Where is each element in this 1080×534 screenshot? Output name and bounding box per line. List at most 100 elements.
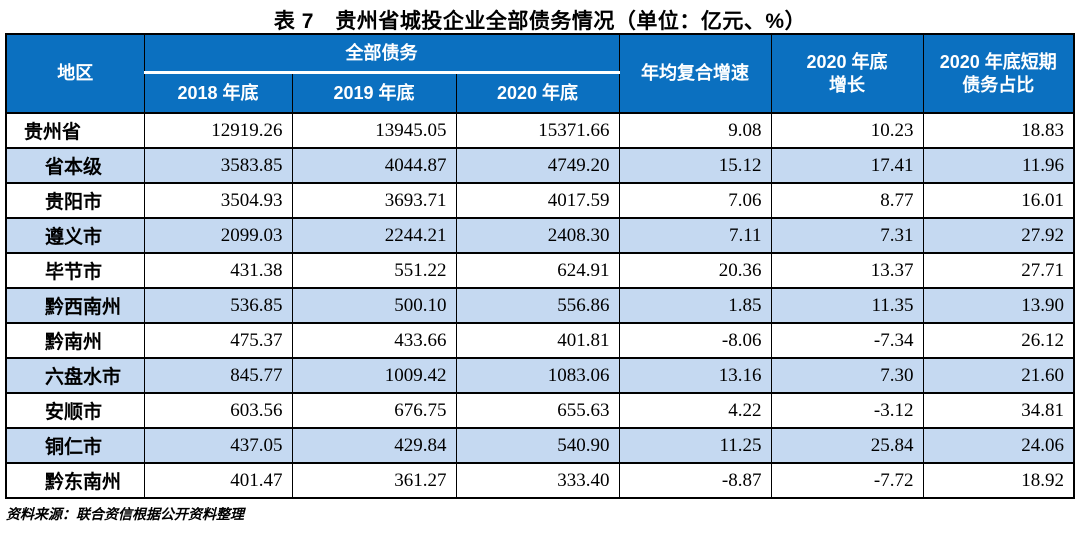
source-note: 资料来源：联合资信根据公开资料整理: [6, 508, 244, 523]
debt-2018-cell: 3583.85: [143, 147, 293, 184]
debt-2019-cell: 551.22: [291, 252, 457, 289]
debt-2018-cell: 603.56: [143, 392, 293, 429]
short-term-ratio-cell: 21.60: [922, 357, 1075, 394]
debt-2020-cell: 333.40: [455, 462, 620, 499]
short-term-ratio-cell: 11.96: [922, 147, 1075, 184]
region-cell: 黔东南州: [5, 462, 145, 499]
growth-2020-cell: 8.77: [770, 182, 924, 219]
debt-2020-cell: 15371.66: [455, 112, 620, 149]
debt-table: 地区 全部债务 年均复合增速 2020 年底 增长 2020 年底短期 债务占比…: [5, 33, 1075, 499]
cagr-cell: 7.06: [618, 182, 772, 219]
region-cell: 黔南州: [5, 322, 145, 359]
header-2019: 2019 年底: [291, 71, 457, 114]
region-cell: 黔西南州: [5, 287, 145, 324]
cagr-cell: 11.25: [618, 427, 772, 464]
table-row-bijie: 毕节市 431.38 551.22 624.91 20.36 13.37 27.…: [5, 252, 1075, 289]
debt-2018-cell: 12919.26: [143, 112, 293, 149]
region-cell: 省本级: [5, 147, 145, 184]
region-cell: 安顺市: [5, 392, 145, 429]
debt-2019-cell: 1009.42: [291, 357, 457, 394]
growth-2020-cell: -7.34: [770, 322, 924, 359]
header-total-debt-group: 全部债务: [143, 33, 620, 74]
cagr-cell: 20.36: [618, 252, 772, 289]
table-row-anshun: 安顺市 603.56 676.75 655.63 4.22 -3.12 34.8…: [5, 392, 1075, 429]
header-2018: 2018 年底: [143, 71, 293, 114]
debt-2019-cell: 4044.87: [291, 147, 457, 184]
debt-2018-cell: 536.85: [143, 287, 293, 324]
header-2020: 2020 年底: [455, 71, 620, 114]
cagr-cell: 1.85: [618, 287, 772, 324]
growth-2020-cell: 25.84: [770, 427, 924, 464]
short-term-ratio-cell: 24.06: [922, 427, 1075, 464]
short-term-ratio-cell: 34.81: [922, 392, 1075, 429]
table-title: 表 7 贵州省城投企业全部债务情况（单位：亿元、%）: [273, 10, 807, 33]
debt-2019-cell: 676.75: [291, 392, 457, 429]
cagr-cell: -8.87: [618, 462, 772, 499]
debt-2019-cell: 361.27: [291, 462, 457, 499]
short-term-ratio-cell: 18.83: [922, 112, 1075, 149]
debt-2020-cell: 4749.20: [455, 147, 620, 184]
table-row-qiannan: 黔南州 475.37 433.66 401.81 -8.06 -7.34 26.…: [5, 322, 1075, 359]
debt-2018-cell: 2099.03: [143, 217, 293, 254]
region-cell: 遵义市: [5, 217, 145, 254]
growth-2020-cell: 13.37: [770, 252, 924, 289]
debt-2020-cell: 1083.06: [455, 357, 620, 394]
debt-2018-cell: 475.37: [143, 322, 293, 359]
debt-2019-cell: 2244.21: [291, 217, 457, 254]
debt-2019-cell: 3693.71: [291, 182, 457, 219]
region-cell: 铜仁市: [5, 427, 145, 464]
short-term-ratio-cell: 27.71: [922, 252, 1075, 289]
table-row-province-level: 省本级 3583.85 4044.87 4749.20 15.12 17.41 …: [5, 147, 1075, 184]
region-cell: 毕节市: [5, 252, 145, 289]
debt-2019-cell: 13945.05: [291, 112, 457, 149]
table-row-guizhou-province: 贵州省 12919.26 13945.05 15371.66 9.08 10.2…: [5, 112, 1075, 149]
growth-2020-cell: 10.23: [770, 112, 924, 149]
debt-2019-cell: 433.66: [291, 322, 457, 359]
short-term-ratio-cell: 18.92: [922, 462, 1075, 499]
debt-2018-cell: 3504.93: [143, 182, 293, 219]
cagr-cell: 15.12: [618, 147, 772, 184]
debt-2020-cell: 2408.30: [455, 217, 620, 254]
short-term-ratio-cell: 27.92: [922, 217, 1075, 254]
debt-2020-cell: 401.81: [455, 322, 620, 359]
cagr-cell: 4.22: [618, 392, 772, 429]
table-row-qianxinan: 黔西南州 536.85 500.10 556.86 1.85 11.35 13.…: [5, 287, 1075, 324]
cagr-cell: 7.11: [618, 217, 772, 254]
cagr-cell: -8.06: [618, 322, 772, 359]
table-row-zunyi: 遵义市 2099.03 2244.21 2408.30 7.11 7.31 27…: [5, 217, 1075, 254]
table-row-guiyang: 贵阳市 3504.93 3693.71 4017.59 7.06 8.77 16…: [5, 182, 1075, 219]
cagr-cell: 13.16: [618, 357, 772, 394]
growth-2020-cell: 11.35: [770, 287, 924, 324]
table-row-tongren: 铜仁市 437.05 429.84 540.90 11.25 25.84 24.…: [5, 427, 1075, 464]
debt-2018-cell: 845.77: [143, 357, 293, 394]
short-term-ratio-cell: 26.12: [922, 322, 1075, 359]
growth-2020-cell: 7.31: [770, 217, 924, 254]
growth-2020-cell: -7.72: [770, 462, 924, 499]
debt-2020-cell: 624.91: [455, 252, 620, 289]
growth-2020-cell: 7.30: [770, 357, 924, 394]
table-row-liupanshui: 六盘水市 845.77 1009.42 1083.06 13.16 7.30 2…: [5, 357, 1075, 394]
debt-2018-cell: 437.05: [143, 427, 293, 464]
short-term-ratio-cell: 13.90: [922, 287, 1075, 324]
table-header: 地区 全部债务 年均复合增速 2020 年底 增长 2020 年底短期 债务占比…: [5, 33, 1075, 114]
cagr-cell: 9.08: [618, 112, 772, 149]
region-cell: 六盘水市: [5, 357, 145, 394]
header-region: 地区: [5, 33, 145, 114]
debt-2018-cell: 401.47: [143, 462, 293, 499]
growth-2020-cell: 17.41: [770, 147, 924, 184]
debt-2020-cell: 4017.59: [455, 182, 620, 219]
debt-2019-cell: 429.84: [291, 427, 457, 464]
growth-2020-cell: -3.12: [770, 392, 924, 429]
header-2020-growth: 2020 年底 增长: [770, 33, 924, 114]
region-cell: 贵州省: [5, 112, 145, 149]
header-cagr: 年均复合增速: [618, 33, 772, 114]
debt-2020-cell: 540.90: [455, 427, 620, 464]
table-row-qiandongnan: 黔东南州 401.47 361.27 333.40 -8.87 -7.72 18…: [5, 462, 1075, 499]
debt-2020-cell: 655.63: [455, 392, 620, 429]
short-term-ratio-cell: 16.01: [922, 182, 1075, 219]
debt-2019-cell: 500.10: [291, 287, 457, 324]
debt-2018-cell: 431.38: [143, 252, 293, 289]
header-2020-short-term-ratio: 2020 年底短期 债务占比: [922, 33, 1075, 114]
debt-2020-cell: 556.86: [455, 287, 620, 324]
